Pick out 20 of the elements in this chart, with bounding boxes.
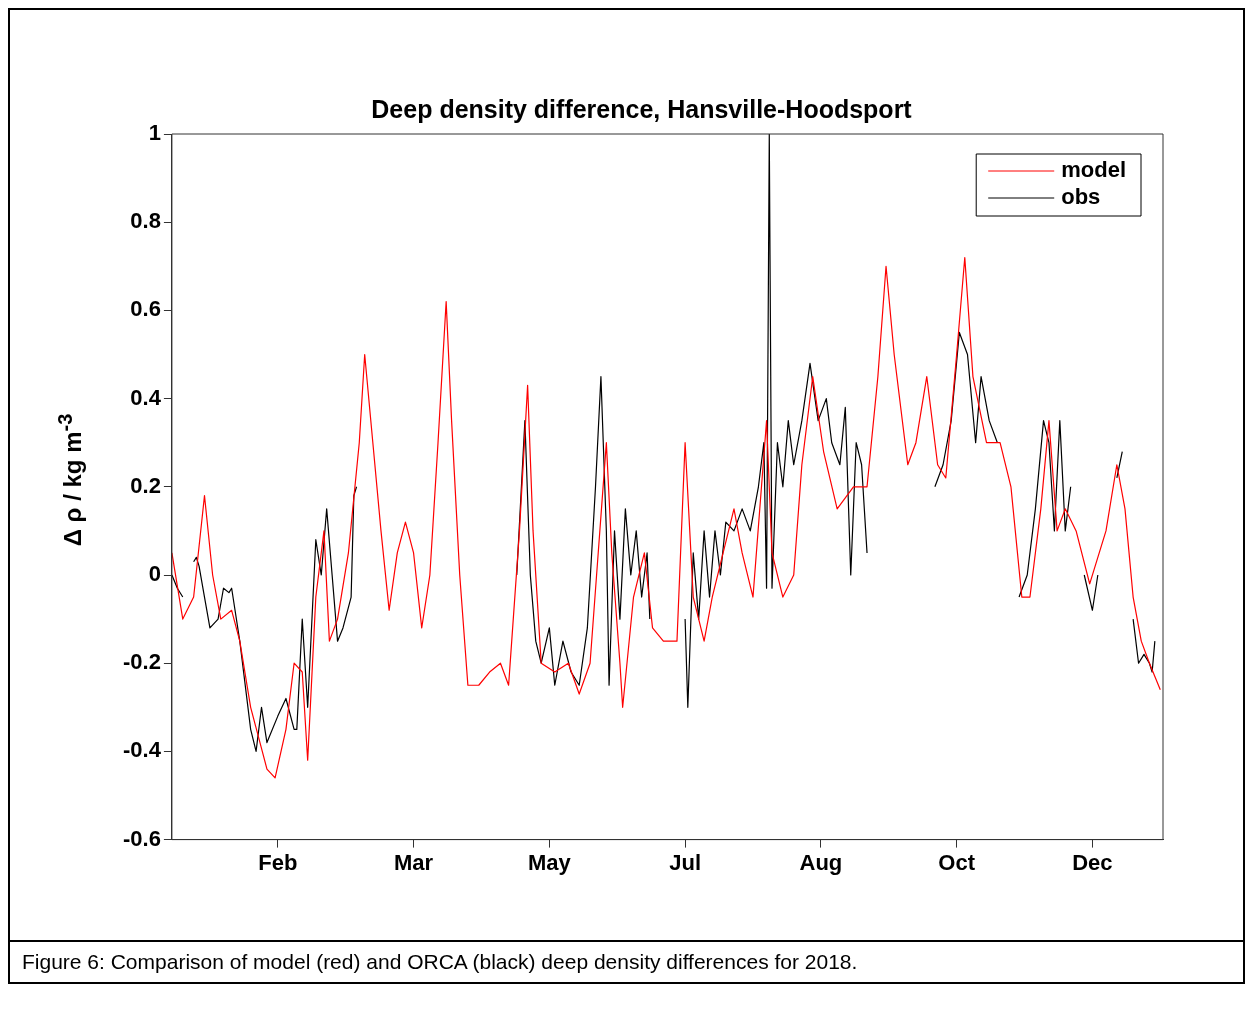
x-tick-label: Aug: [799, 849, 843, 875]
y-tick-label: 0.2: [130, 472, 161, 498]
legend-label: model: [1061, 157, 1127, 183]
y-tick-label: 0.8: [130, 208, 161, 234]
y-tick-label: 0.6: [130, 296, 161, 322]
legend-label: obs: [1061, 184, 1101, 210]
y-tick-label: -0.6: [122, 825, 161, 851]
y-tick-label: -0.2: [122, 649, 161, 675]
caption: Figure 6: Comparison of model (red) and ORCA (black) deep density differences for 2018.: [21, 949, 859, 975]
x-tick-label: May: [527, 849, 572, 875]
chart-title: Deep density difference, Hansville-Hoodsport: [371, 94, 913, 123]
y-tick-label: 0: [148, 561, 161, 587]
y-tick-label: 0.4: [130, 384, 162, 410]
x-tick-label: Mar: [394, 849, 434, 875]
x-tick-label: Dec: [1072, 849, 1113, 875]
x-tick-label: Oct: [938, 849, 976, 875]
x-tick-label: Feb: [258, 849, 298, 875]
x-tick-label: Jul: [669, 849, 701, 875]
y-tick-label: -0.4: [122, 737, 162, 763]
y-tick-label: 1: [148, 120, 161, 146]
